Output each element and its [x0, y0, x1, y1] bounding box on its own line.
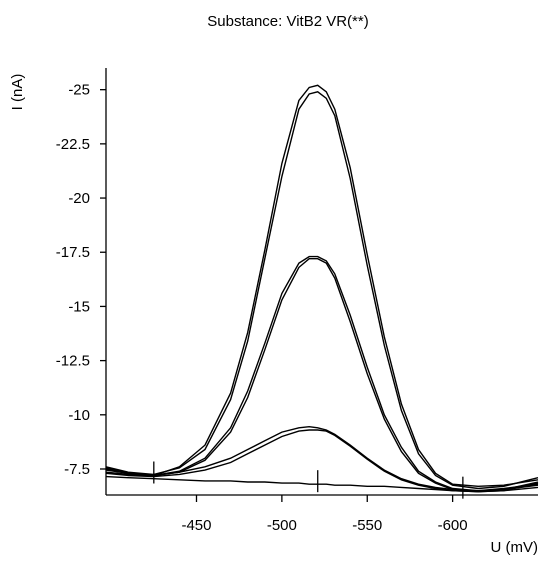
series-line-2 [105, 91, 539, 490]
y-tick-label: -10 [68, 407, 90, 424]
x-tick-label: -600 [438, 517, 468, 534]
chart-title: Substance: VitB2 VR(**) [207, 13, 368, 30]
x-axis-title: U (mV) [491, 539, 539, 556]
y-tick-label: -20 [68, 190, 90, 207]
series-line-5 [105, 425, 539, 492]
x-axis-ticks: -450 -500 -550 -600 [181, 495, 468, 534]
x-tick-label: -500 [267, 517, 297, 534]
y-tick-label: -17.5 [56, 244, 90, 261]
series-lines [105, 84, 539, 493]
y-tick-label: -22.5 [56, 136, 90, 153]
y-tick-label: -12.5 [56, 353, 90, 370]
x-tick-label: -450 [181, 517, 211, 534]
series-line-1 [105, 84, 539, 488]
y-axis-title: I (nA) [9, 74, 26, 111]
peak-markers [153, 461, 464, 499]
x-tick-label: -550 [352, 517, 382, 534]
y-tick-label: -25 [68, 82, 90, 99]
y-axis-ticks: -7.5 -10 -12.5 -15 -17.5 -20 -22.5 -25 [56, 82, 106, 478]
series-line-4 [105, 258, 539, 493]
y-tick-label: -15 [68, 298, 90, 315]
series-line-7 [105, 475, 539, 493]
series-line-3 [105, 255, 539, 492]
y-tick-label: -7.5 [64, 461, 90, 478]
series-line-6 [105, 429, 539, 493]
